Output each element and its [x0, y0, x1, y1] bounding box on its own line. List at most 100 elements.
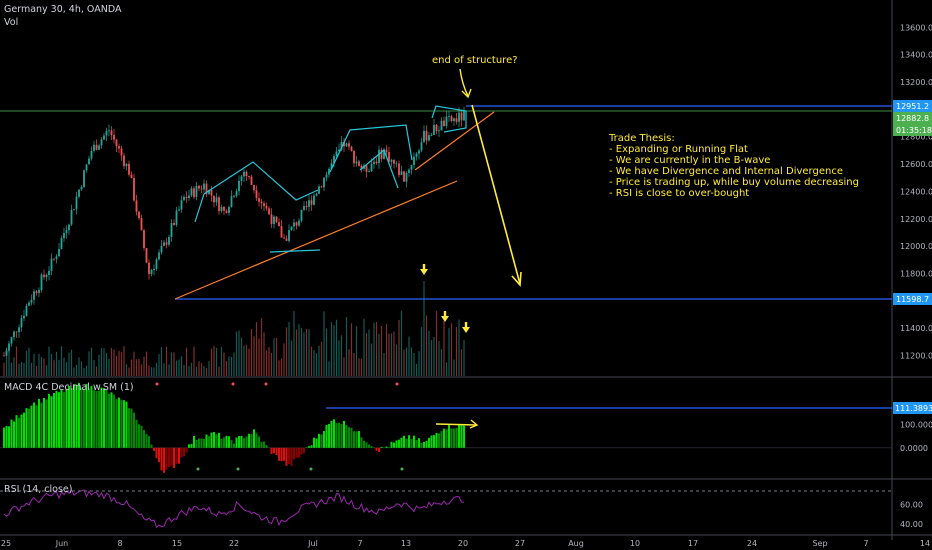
- candle-body: [35, 291, 38, 293]
- trade-thesis-note[interactable]: Trade Thesis: - Expanding or Running Fla…: [608, 133, 859, 199]
- orange-trendline-short[interactable]: [414, 111, 495, 171]
- candle-body: [123, 155, 125, 167]
- volume-bar: [293, 310, 295, 376]
- volume-bar: [45, 365, 48, 376]
- macd-bar: [353, 431, 355, 448]
- volume-bar: [148, 365, 150, 376]
- volume-bar: [58, 360, 60, 376]
- macd-bar: [20, 414, 23, 448]
- projection-arrow[interactable]: [471, 104, 521, 285]
- volume-bar: [308, 329, 310, 376]
- cyan-structure-mid[interactable]: [329, 124, 413, 173]
- candle-body: [158, 252, 160, 260]
- candle-body: [175, 210, 178, 225]
- price-badges: 12951.2 12882.8 01:35:18 11598.7 111.389…: [893, 100, 932, 414]
- candle-body: [265, 206, 268, 209]
- time-tick-label: Jul: [307, 539, 318, 548]
- macd-bar: [288, 447, 290, 465]
- candle-body: [403, 171, 405, 182]
- macd-bar: [275, 447, 278, 456]
- candle-body: [130, 174, 133, 179]
- macd-bar: [318, 433, 320, 448]
- candle-body: [43, 274, 45, 277]
- candle-body: [60, 238, 63, 249]
- cyan-structure-mid2[interactable]: [359, 148, 399, 189]
- candle-body: [118, 146, 120, 149]
- candle-body: [65, 230, 68, 233]
- macd-bar: [368, 444, 370, 448]
- macd-bar: [13, 421, 15, 448]
- candle-body: [163, 242, 165, 246]
- macd-bar: [315, 438, 318, 448]
- candle-body: [210, 189, 213, 196]
- candle-body: [203, 183, 205, 190]
- macd-bar: [293, 447, 295, 460]
- macd-bar: [198, 438, 200, 448]
- candle-body: [155, 259, 158, 269]
- macd-bar: [90, 385, 93, 448]
- macd-bar: [378, 447, 380, 452]
- candle-body: [63, 232, 65, 239]
- price-axis-ticks[interactable]: 13600.013400.013200.013000.012800.012600…: [900, 23, 932, 360]
- volume-bar: [233, 352, 235, 376]
- candle-body: [300, 209, 303, 221]
- macd-bar: [258, 436, 260, 448]
- candle-body: [340, 141, 343, 150]
- macd-bar: [43, 397, 45, 448]
- volume-bar: [5, 348, 8, 376]
- volume-bar: [398, 319, 400, 376]
- macd-bar: [28, 408, 30, 448]
- macd-bar: [93, 390, 95, 448]
- volume-bar: [260, 318, 263, 376]
- macd-bar: [208, 436, 210, 448]
- candle-body: [183, 196, 185, 201]
- candle-body: [395, 163, 398, 165]
- volume-bar: [408, 336, 410, 376]
- volume-bar: [213, 346, 215, 376]
- candle-body: [423, 130, 425, 143]
- macd-bar: [425, 440, 428, 448]
- time-tick-label: Sep: [812, 539, 827, 548]
- candle-body: [3, 355, 5, 357]
- macd-bar: [238, 436, 240, 448]
- volume-bar: [265, 350, 268, 376]
- candle-body: [360, 165, 363, 169]
- volume-bar: [3, 362, 5, 376]
- volume-bar: [105, 353, 108, 376]
- macd-bar: [158, 447, 160, 463]
- cyan-structure-left[interactable]: [194, 161, 319, 223]
- macd-bar: [155, 447, 158, 459]
- candle-body: [143, 230, 145, 249]
- macd-bar: [30, 405, 33, 448]
- cyan-structure-right[interactable]: [431, 105, 467, 133]
- macd-bar: [263, 441, 265, 448]
- volume-bar: [93, 360, 95, 376]
- volume-bar: [88, 351, 90, 376]
- candle-body: [213, 195, 215, 203]
- candle-body: [365, 165, 368, 172]
- cyan-base-line[interactable]: [269, 249, 321, 253]
- candle-body: [100, 139, 103, 146]
- candle-body: [230, 196, 233, 208]
- volume-bar: [443, 321, 445, 376]
- volume-bar: [25, 350, 28, 376]
- macd-bar: [290, 447, 293, 466]
- macd-bar: [175, 447, 178, 464]
- time-tick-label: 27: [515, 539, 525, 548]
- orange-trendline[interactable]: [174, 180, 458, 300]
- macd-divergence-arrow[interactable]: [435, 423, 477, 426]
- volume-bar: [153, 367, 155, 376]
- macd-bar: [165, 447, 168, 470]
- macd-bar: [420, 442, 423, 448]
- candle-body: [408, 169, 410, 173]
- end-note-arrow[interactable]: [459, 68, 469, 97]
- macd-bar: [405, 438, 408, 448]
- macd-bar: [340, 424, 343, 448]
- volume-bar: [403, 349, 405, 376]
- macd-bar: [403, 435, 405, 448]
- time-axis-ticks[interactable]: 25 Jun 8 15 22 Jul 7 13 20 27 Aug 10 17 24 Sep 7 14: [1, 539, 930, 548]
- volume-bar: [68, 352, 70, 376]
- end-of-structure-note[interactable]: end of structure?: [432, 55, 518, 66]
